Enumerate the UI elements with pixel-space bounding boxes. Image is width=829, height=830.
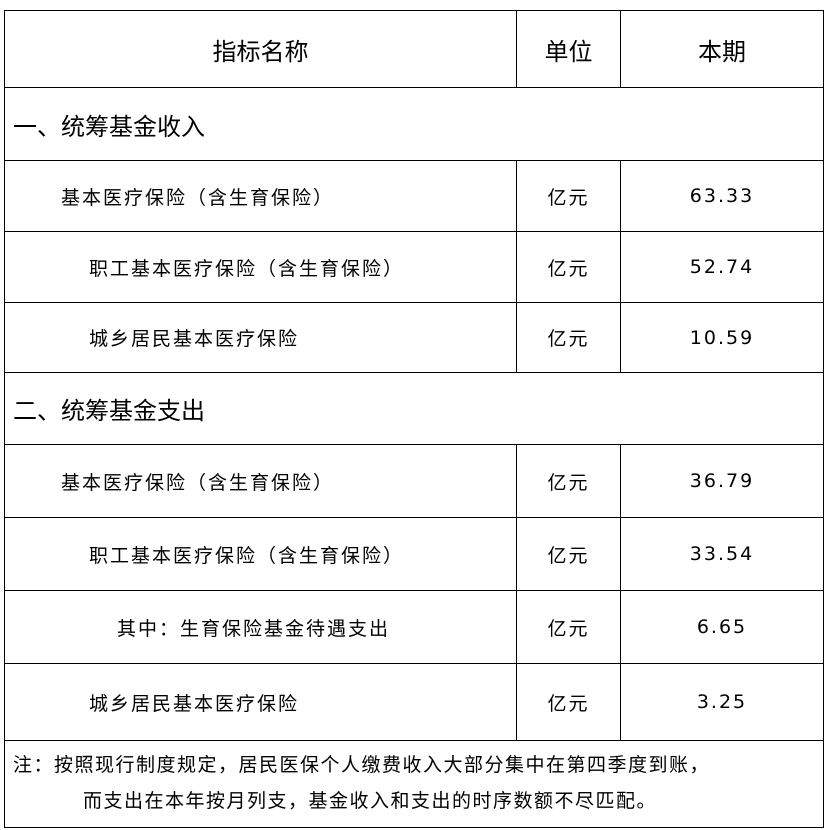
footnote: 注：按照现行制度规定，居民医保个人缴费收入大部分集中在第四季度到账， 而支出在本… [5,741,823,827]
row-unit: 亿元 [517,591,621,663]
row-name: 城乡居民基本医疗保险 [5,664,517,740]
row-unit: 亿元 [517,303,621,372]
footnote-line-2: 而支出在本年按月列支，基金收入和支出的时序数额不尽匹配。 [83,790,658,812]
row-name: 其中：生育保险基金待遇支出 [5,591,517,663]
row-unit: 亿元 [517,664,621,740]
footnote-line-1: 注：按照现行制度规定，居民医保个人缴费收入大部分集中在第四季度到账， [13,754,711,776]
header-unit: 单位 [517,11,621,87]
row-unit: 亿元 [517,518,621,590]
row-unit: 亿元 [517,445,621,517]
section-title: 一、统筹基金收入 [5,88,823,161]
table-row: 职工基本医疗保险（含生育保险） 亿元 52.74 [5,232,823,303]
header-value: 本期 [698,37,746,66]
row-name: 城乡居民基本医疗保险 [5,303,517,372]
table-row: 基本医疗保险（含生育保险） 亿元 36.79 [5,445,823,518]
row-value: 10.59 [689,326,755,349]
table-row: 基本医疗保险（含生育保险） 亿元 63.33 [5,161,823,232]
row-unit: 亿元 [517,161,621,231]
row-name: 职工基本医疗保险（含生育保险） [5,232,517,302]
row-value: 3.25 [696,691,748,713]
row-value: 36.79 [689,470,755,492]
table-row: 城乡居民基本医疗保险 亿元 10.59 [5,303,823,373]
table-row: 城乡居民基本医疗保险 亿元 3.25 [5,664,823,741]
row-name: 基本医疗保险（含生育保险） [5,445,517,517]
row-name: 职工基本医疗保险（含生育保险） [5,518,517,590]
section-title: 二、统筹基金支出 [5,373,823,445]
table-header: 指标名称 单位 本期 [5,11,823,88]
row-name: 基本医疗保险（含生育保险） [5,161,517,231]
statistics-table: 指标名称 单位 本期 一、统筹基金收入 基本医疗保险（含生育保险） 亿元 63.… [4,10,824,828]
row-value: 63.33 [689,185,755,207]
row-value: 52.74 [689,256,755,278]
row-unit: 亿元 [517,232,621,302]
row-value: 33.54 [689,543,755,565]
table-row: 职工基本医疗保险（含生育保险） 亿元 33.54 [5,518,823,591]
table-row: 其中：生育保险基金待遇支出 亿元 6.65 [5,591,823,664]
header-name: 指标名称 [5,11,517,87]
row-value: 6.65 [696,616,748,638]
